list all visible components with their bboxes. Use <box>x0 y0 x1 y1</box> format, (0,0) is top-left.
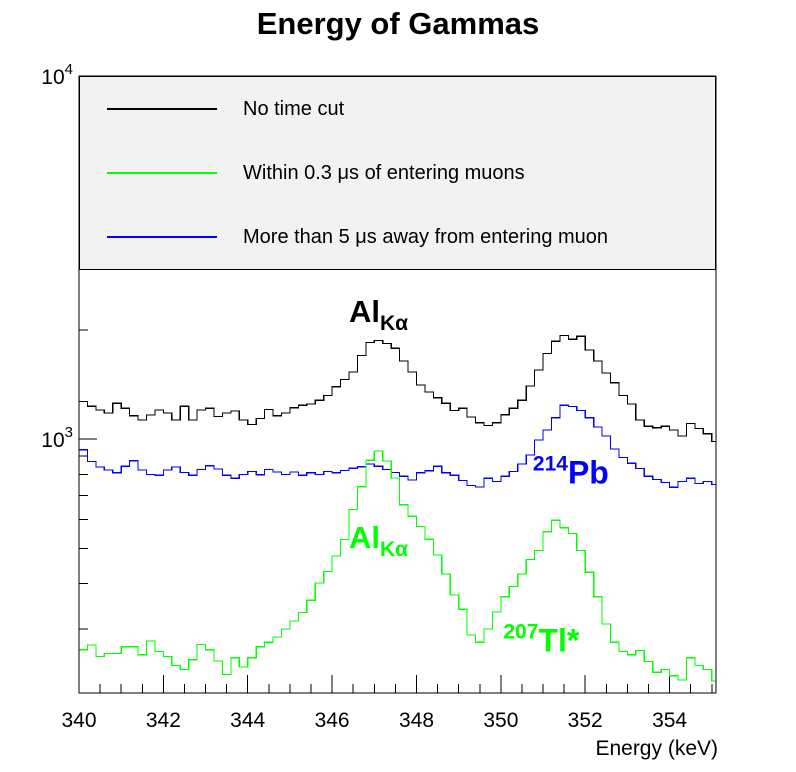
x-tick-label: 348 <box>399 709 434 732</box>
legend-row-no-time-cut: No time cut <box>80 77 715 141</box>
annotation-main-text: Al <box>348 293 380 329</box>
annotation-al-ka-green: AlKα <box>349 522 408 560</box>
annotation-pb-214: 214Pb <box>533 454 609 489</box>
annotation-tl-207: 207Tl* <box>503 621 579 656</box>
x-axis-major-ticks: 340 342 344 346 348 350 352 354 <box>61 675 687 732</box>
legend-row-away-cut: More than 5 μs away from entering muon <box>80 205 715 269</box>
legend-box: No time cut Within 0.3 μs of entering mu… <box>79 76 716 270</box>
annotation-main-text: Tl* <box>538 622 580 659</box>
x-tick-label: 346 <box>315 709 350 732</box>
legend-label: No time cut <box>243 97 345 120</box>
y-tick-label: 104 <box>41 61 73 89</box>
x-axis-minor-ticks <box>99 684 713 693</box>
annotation-main-text: Al <box>348 519 380 555</box>
legend-label: More than 5 μs away from entering muon <box>243 225 609 248</box>
histogram-series <box>79 334 716 682</box>
x-tick-label: 342 <box>146 709 181 732</box>
x-axis-title: Energy (keV) <box>595 737 718 760</box>
legend-label: Within 0.3 μs of entering muons <box>243 161 525 184</box>
histogram-0 <box>79 334 716 443</box>
annotation-superscript: 207 <box>503 620 539 644</box>
annotation-subscript: Kα <box>379 311 409 335</box>
legend-line-blue <box>107 236 217 238</box>
histogram-2 <box>79 404 716 488</box>
y-tick-label: 103 <box>41 424 73 452</box>
annotation-subscript: Kα <box>379 537 409 561</box>
page-title: Energy of Gammas <box>256 6 540 41</box>
x-tick-label: 350 <box>483 709 518 732</box>
annotation-superscript: 214 <box>532 452 568 476</box>
x-tick-label: 344 <box>230 709 265 732</box>
annotation-main-text: Pb <box>567 454 609 491</box>
legend-line-green <box>107 172 217 174</box>
legend-row-within-cut: Within 0.3 μs of entering muons <box>80 141 715 205</box>
histogram-1 <box>79 450 716 682</box>
legend-line-black <box>107 108 217 110</box>
x-tick-label: 340 <box>61 709 96 732</box>
annotation-al-ka-black: AlKα <box>349 296 408 334</box>
x-tick-label: 354 <box>652 709 687 732</box>
x-tick-label: 352 <box>568 709 603 732</box>
